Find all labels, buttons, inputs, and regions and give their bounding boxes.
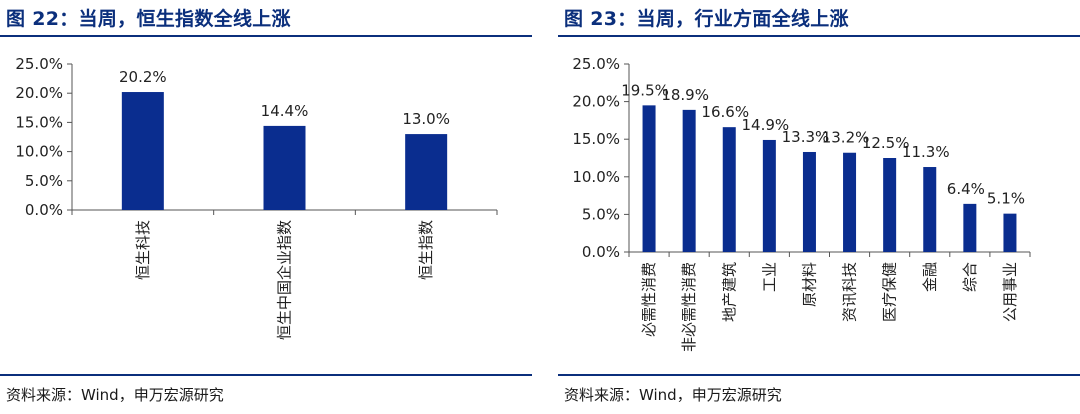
data-label: 12.5%	[862, 134, 910, 152]
category-label: 公用事业	[1001, 262, 1019, 322]
y-tick-label: 10.0%	[572, 168, 620, 186]
bar	[883, 158, 897, 252]
bar	[963, 203, 977, 252]
data-label: 20.2%	[119, 68, 167, 86]
source-divider-left	[0, 374, 532, 376]
bar	[762, 139, 776, 252]
category-label: 恒生中国企业指数	[276, 220, 294, 340]
category-label: 地产建筑	[720, 262, 738, 322]
data-label: 6.4%	[947, 180, 985, 198]
y-tick-label: 25.0%	[572, 55, 620, 73]
y-tick-label: 20.0%	[572, 93, 620, 111]
data-label: 19.5%	[621, 81, 669, 99]
bar-chart-sectors: 0.0% 5.0% 10.0% 15.0% 20.0% 25.0%19.5% 必需性消费 18…	[572, 55, 1031, 352]
bar	[121, 92, 164, 210]
source-note-left: 资料来源：Wind，申万宏源研究	[6, 386, 224, 404]
title-underline-right	[558, 35, 1080, 37]
data-label: 14.4%	[261, 102, 309, 120]
category-label: 综合	[961, 262, 979, 292]
title-underline-left	[0, 35, 532, 37]
category-label: 恒生指数	[417, 220, 435, 280]
chart-title-right: 图 23：当周，行业方面全线上涨	[564, 8, 849, 30]
data-label: 5.1%	[987, 190, 1025, 208]
category-label: 必需性消费	[640, 262, 658, 337]
bar	[923, 167, 937, 252]
data-label: 14.9%	[742, 116, 790, 134]
category-label: 医疗保健	[881, 262, 899, 322]
data-label: 13.0%	[402, 110, 450, 128]
data-label: 18.9%	[661, 86, 709, 104]
right-chart-panel: 图 23：当周，行业方面全线上涨 0.0% 5.0% 10.0% 15.0% 20.0%…	[558, 0, 1080, 414]
bar-chart-hang-seng: 0.0% 5.0% 10.0% 15.0% 20.0% 25.0% 20.2% 恒生科技 14.…	[15, 55, 498, 340]
category-label: 恒生科技	[134, 220, 152, 280]
bar	[263, 125, 306, 210]
bar	[682, 109, 696, 252]
chart-title-left: 图 22：当周，恒生指数全线上涨	[6, 8, 291, 30]
y-tick-label: 10.0%	[15, 143, 63, 161]
data-label: 13.3%	[782, 128, 830, 146]
category-label: 原材料	[800, 262, 818, 307]
bar	[1003, 213, 1017, 252]
y-tick-label: 20.0%	[15, 84, 63, 102]
y-tick-label: 25.0%	[15, 55, 63, 73]
left-chart-panel: 图 22：当周，恒生指数全线上涨 0.0% 5.0% 10.0% 15.0% 20.0%…	[0, 0, 532, 414]
y-tick-label: 5.0%	[582, 205, 620, 223]
category-label: 工业	[760, 262, 778, 292]
y-tick-label: 0.0%	[25, 201, 63, 219]
bar	[722, 127, 736, 252]
y-tick-label: 15.0%	[572, 130, 620, 148]
data-label: 11.3%	[902, 143, 950, 161]
bar	[802, 151, 816, 252]
bar	[405, 134, 448, 210]
category-label: 非必需性消费	[680, 262, 698, 352]
source-divider-right	[558, 374, 1080, 376]
data-label: 16.6%	[701, 103, 749, 121]
category-label: 资讯科技	[841, 262, 859, 322]
y-tick-label: 5.0%	[25, 172, 63, 190]
y-tick-label: 0.0%	[582, 243, 620, 261]
bar	[843, 152, 857, 252]
data-label: 13.2%	[822, 129, 870, 147]
source-note-right: 资料来源：Wind，申万宏源研究	[564, 386, 782, 404]
y-tick-label: 15.0%	[15, 113, 63, 131]
bar	[642, 105, 656, 252]
category-label: 金融	[921, 262, 939, 292]
